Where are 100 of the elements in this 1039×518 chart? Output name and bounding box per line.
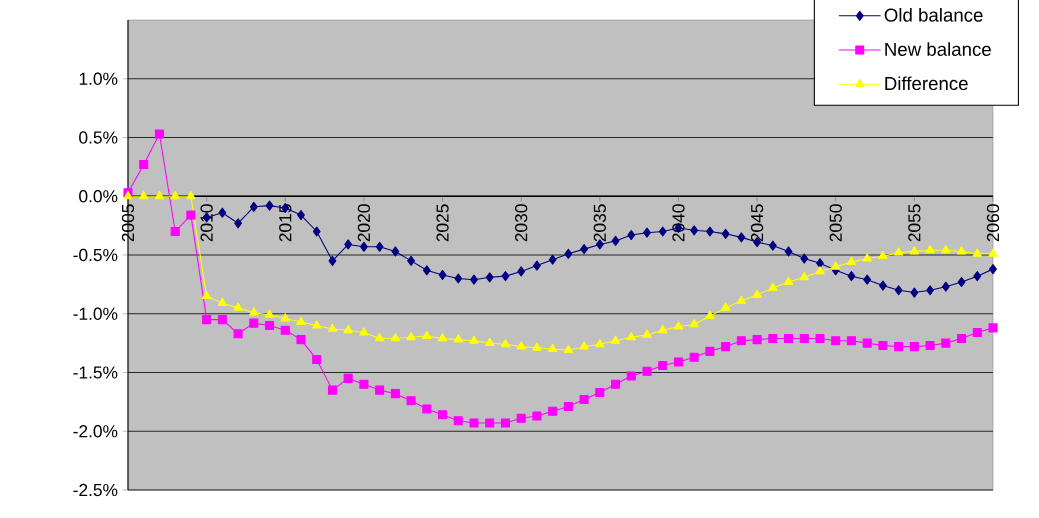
point	[847, 271, 856, 282]
point	[139, 159, 149, 170]
point	[894, 342, 904, 352]
x-tick-label: 2060	[986, 204, 1000, 242]
point	[564, 248, 573, 259]
point	[485, 418, 495, 428]
x-tick-label: 2030	[515, 204, 528, 242]
point	[390, 333, 401, 342]
point	[626, 331, 636, 341]
point	[234, 218, 243, 229]
point	[736, 295, 747, 304]
point	[312, 355, 322, 365]
point	[736, 336, 746, 346]
point	[328, 255, 337, 266]
point	[500, 338, 511, 348]
y-tick-label: 0.5%	[79, 131, 118, 144]
point	[894, 285, 903, 296]
point	[784, 246, 793, 257]
point	[249, 318, 259, 328]
y-tick-label: -0.5%	[73, 248, 118, 262]
point	[752, 289, 762, 298]
x-tick-label: 2050	[829, 204, 842, 242]
point	[846, 336, 856, 346]
point	[925, 244, 935, 254]
y-tick-label: -1.0%	[73, 307, 118, 320]
point	[689, 318, 699, 328]
point	[941, 281, 950, 292]
x-tick-label: 2040	[672, 204, 685, 242]
point	[815, 266, 825, 275]
point	[233, 302, 243, 311]
point	[469, 418, 479, 428]
point	[139, 190, 149, 200]
point	[973, 271, 982, 282]
point	[469, 335, 479, 344]
point	[720, 302, 731, 311]
point	[611, 379, 621, 389]
point	[658, 226, 667, 237]
point	[768, 240, 777, 251]
point	[501, 271, 510, 282]
point	[532, 411, 542, 421]
point	[705, 226, 714, 237]
point	[799, 333, 809, 343]
point	[359, 379, 369, 389]
point	[359, 241, 368, 252]
point	[280, 313, 290, 322]
point	[516, 413, 526, 423]
point	[610, 335, 621, 344]
point	[532, 260, 541, 271]
point	[972, 248, 982, 257]
point	[673, 357, 683, 367]
point	[658, 324, 668, 334]
point	[517, 266, 526, 277]
point	[154, 129, 164, 139]
point	[862, 253, 872, 262]
point	[375, 241, 384, 252]
point	[721, 228, 730, 239]
point	[390, 389, 400, 399]
x-tick-label: 2045	[750, 204, 764, 242]
point	[957, 276, 966, 288]
point	[862, 338, 872, 348]
point	[406, 331, 416, 341]
point	[643, 227, 651, 238]
point	[563, 344, 574, 354]
point	[988, 248, 998, 257]
point	[941, 338, 951, 348]
point	[407, 255, 416, 266]
point	[972, 328, 982, 338]
point	[406, 396, 416, 406]
point	[831, 336, 841, 346]
point	[296, 316, 306, 325]
point	[186, 190, 196, 200]
point	[595, 338, 605, 348]
point	[926, 285, 935, 296]
point	[547, 343, 558, 352]
point	[705, 310, 715, 320]
point	[280, 325, 290, 335]
point	[658, 360, 668, 370]
point	[988, 323, 998, 333]
x-tick-label: 2015	[279, 204, 292, 242]
point	[909, 246, 920, 255]
point	[626, 371, 636, 381]
legend-label: Old balance	[884, 8, 983, 22]
point	[422, 265, 431, 276]
point	[815, 333, 825, 343]
point	[705, 346, 715, 356]
point	[878, 250, 888, 260]
point	[217, 315, 227, 325]
point	[454, 273, 463, 284]
point	[233, 329, 243, 339]
point	[485, 337, 495, 347]
point	[265, 200, 274, 211]
x-tick-label: 2005	[121, 204, 135, 242]
point	[642, 329, 652, 338]
point	[218, 207, 227, 218]
point	[595, 387, 605, 398]
point	[500, 418, 510, 428]
point	[170, 226, 180, 237]
point	[438, 410, 448, 420]
point	[265, 320, 275, 331]
legend-label: Difference	[885, 76, 968, 91]
